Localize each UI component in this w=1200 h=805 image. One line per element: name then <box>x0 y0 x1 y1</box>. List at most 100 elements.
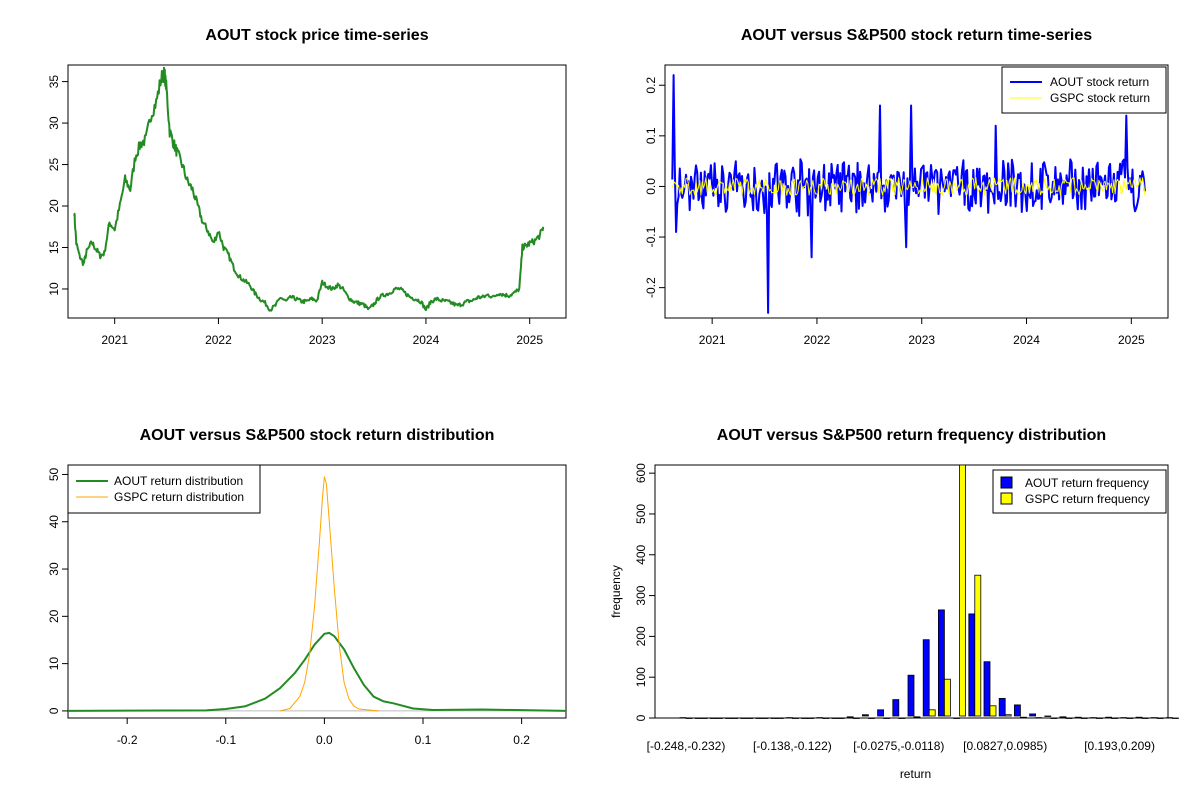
y-tick-label: 35 <box>47 75 61 89</box>
x-tick-label: [-0.138,-0.122) <box>753 739 832 753</box>
y-tick-label: -0.1 <box>644 226 658 247</box>
chart-title: AOUT versus S&P500 stock return time-ser… <box>741 27 1092 44</box>
legend-label: AOUT return distribution <box>114 474 243 488</box>
y-tick-label: 600 <box>634 463 648 483</box>
x-axis-label: return <box>900 767 931 781</box>
gspc-frequency-bar <box>883 717 890 719</box>
aout-frequency-bar <box>938 609 945 717</box>
price-chart-panel: AOUT stock price time-series 2021 2022 2023… <box>47 27 567 347</box>
x-tick-label: 2021 <box>101 333 128 347</box>
aout-frequency-bar <box>862 714 869 717</box>
legend-label: GSPC stock return <box>1050 91 1150 105</box>
aout-frequency-bar <box>968 613 976 717</box>
legend-label: GSPC return frequency <box>1025 492 1150 506</box>
gspc-frequency-bar <box>837 717 845 719</box>
y-tick-label: 30 <box>47 116 61 130</box>
y-tick-label: 0.1 <box>644 127 658 144</box>
gspc-frequency-bar <box>1156 717 1164 719</box>
aout-frequency-bar <box>922 639 930 717</box>
aout-frequency-bar <box>1074 716 1082 719</box>
x-tick-label: 0.0 <box>316 733 333 747</box>
aout-frequency-bar <box>1135 716 1143 719</box>
gspc-return-line <box>671 177 1146 196</box>
x-tick-label: 2023 <box>908 333 935 347</box>
y-tick-label: 0.2 <box>644 77 658 94</box>
legend-swatch <box>1000 492 1013 505</box>
aout-frequency-bar <box>694 717 702 719</box>
aout-frequency-bar <box>892 699 900 717</box>
x-tick-label: [-0.0275,-0.0118) <box>853 739 944 753</box>
legend-swatch <box>1000 476 1013 489</box>
gspc-frequency-bar <box>944 678 951 717</box>
gspc-frequency-bar <box>898 717 906 719</box>
aout-frequency-bar <box>1044 715 1052 717</box>
x-tick-label: 2024 <box>1013 333 1040 347</box>
legend-box <box>1001 66 1167 114</box>
gspc-frequency-bar <box>792 717 799 719</box>
gspc-frequency-bar <box>913 716 921 718</box>
aout-frequency-bar <box>770 717 778 719</box>
x-tick-label: 2022 <box>205 333 232 347</box>
gspc-frequency-bar <box>1065 717 1073 719</box>
aout-frequency-bar <box>983 661 991 717</box>
aout-frequency-bar <box>801 717 808 719</box>
gspc-frequency-bar <box>822 717 830 719</box>
aout-frequency-bar <box>1090 717 1097 719</box>
y-tick-label: 30 <box>47 562 61 576</box>
gspc-density-line <box>279 476 379 712</box>
chart-title: AOUT stock price time-series <box>205 27 428 44</box>
gspc-frequency-bar <box>731 717 738 719</box>
y-tick-label: 0.0 <box>644 178 658 195</box>
aout-frequency-bar <box>998 698 1006 717</box>
y-tick-label: 50 <box>47 467 61 481</box>
legend-label: AOUT return frequency <box>1025 476 1149 490</box>
aout-frequency-bar <box>816 717 824 719</box>
gspc-frequency-bar <box>1111 717 1118 719</box>
y-tick-label: 10 <box>47 657 61 671</box>
aout-frequency-bar <box>710 717 717 719</box>
plot-frame <box>664 64 1169 319</box>
y-tick-label: 300 <box>634 585 648 605</box>
aout-frequency-bar <box>1150 717 1158 719</box>
gspc-frequency-bar <box>1080 717 1088 719</box>
x-tick-label: 2023 <box>309 333 336 347</box>
x-tick-label: [0.0827,0.0985) <box>963 739 1047 753</box>
aout-frequency-bar <box>1120 717 1128 719</box>
gspc-frequency-bar <box>1004 714 1012 717</box>
plot-frame <box>67 64 567 319</box>
gspc-frequency-bar <box>1096 717 1103 719</box>
gspc-frequency-bar <box>700 717 708 719</box>
y-tick-label: 20 <box>47 199 61 213</box>
gspc-frequency-bar <box>1172 717 1179 719</box>
gspc-frequency-bar <box>776 717 784 719</box>
gspc-frequency-bar <box>1141 717 1149 719</box>
aout-frequency-bar <box>831 717 839 719</box>
gspc-frequency-bar <box>1035 717 1042 719</box>
aout-frequency-bar <box>755 717 763 719</box>
x-tick-label: [-0.248,-0.232) <box>647 739 726 753</box>
aout-frequency-bar <box>953 717 960 719</box>
gspc-frequency-bar <box>974 574 982 717</box>
y-tick-label: 100 <box>634 667 648 687</box>
return-distribution-panel: AOUT versus S&P500 stock return distribu… <box>47 427 567 747</box>
x-tick-label: -0.1 <box>215 733 236 747</box>
aout-frequency-bar <box>740 717 748 719</box>
plot-frame <box>654 464 1169 719</box>
y-tick-label: 20 <box>47 609 61 623</box>
legend-box <box>992 469 1167 514</box>
gspc-frequency-bar <box>746 717 754 719</box>
aout-frequency-bar <box>907 674 915 717</box>
aout-frequency-bar <box>786 717 793 719</box>
legend-label: AOUT stock return <box>1050 75 1149 89</box>
chart-title: AOUT versus S&P500 stock return distribu… <box>140 427 495 444</box>
aout-frequency-bar <box>1166 717 1173 719</box>
gspc-frequency-bar <box>807 717 814 719</box>
y-tick-label: 0 <box>47 707 61 714</box>
y-tick-label: 15 <box>47 240 61 254</box>
gspc-frequency-bar <box>716 717 723 719</box>
aout-frequency-bar <box>846 716 854 718</box>
y-tick-label: 0 <box>634 714 648 721</box>
return-timeseries-panel: AOUT versus S&P500 stock return time-ser… <box>644 27 1169 347</box>
gspc-frequency-bar <box>868 717 875 719</box>
